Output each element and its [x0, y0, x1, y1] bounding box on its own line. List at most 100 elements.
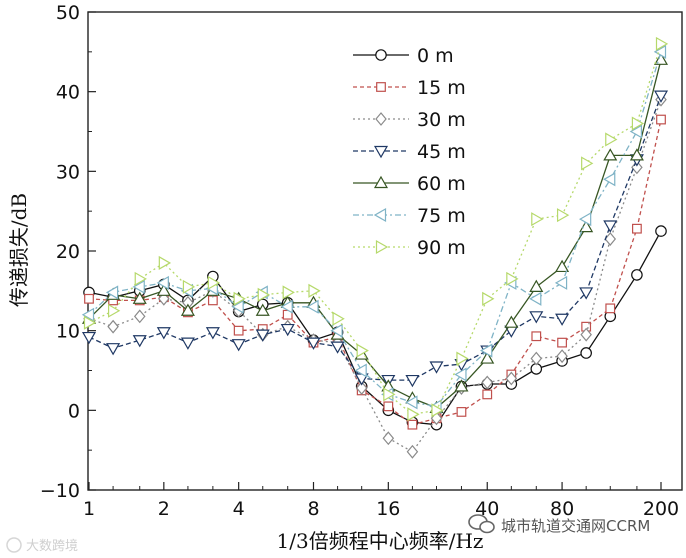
legend-marker	[375, 112, 387, 126]
data-point	[604, 232, 617, 246]
data-point	[504, 315, 519, 328]
legend-marker	[373, 145, 389, 159]
x-tick-label: 4	[233, 498, 245, 520]
data-point	[655, 36, 669, 51]
data-point	[482, 291, 495, 306]
legend-label: 0 m	[417, 45, 454, 67]
data-point	[106, 343, 121, 356]
data-point	[382, 431, 395, 446]
data-point	[156, 283, 171, 296]
data-point	[107, 303, 121, 318]
series-layer	[81, 36, 669, 459]
data-point	[556, 208, 570, 223]
series-60m	[81, 52, 669, 414]
data-point	[506, 271, 519, 286]
data-point	[83, 315, 97, 330]
legend-marker	[375, 49, 387, 61]
legend-entry: 30 m	[353, 109, 466, 131]
data-point	[531, 212, 544, 227]
legend-entry: 0 m	[353, 45, 454, 67]
y-tick-label: 40	[56, 82, 80, 104]
data-point	[280, 323, 295, 337]
data-point	[431, 403, 444, 418]
y-axis: −10 0 10 20 30 40 50	[40, 2, 96, 502]
series-90m	[83, 36, 669, 422]
data-point	[603, 148, 618, 161]
data-point	[407, 419, 418, 430]
data-point	[629, 148, 644, 161]
data-point	[257, 287, 270, 302]
legend: 0 m 15 m 30 m 45 m 60 m 75 m 90 m	[353, 45, 466, 259]
watermark-right-text: 城市轨道交通网CCRM	[501, 517, 650, 535]
data-point	[84, 293, 94, 304]
series-line	[88, 51, 662, 408]
x-tick-label: 80	[550, 498, 574, 520]
series-line	[88, 119, 662, 426]
data-point	[603, 172, 616, 187]
data-point	[156, 275, 169, 290]
data-point	[505, 371, 518, 386]
data-point	[105, 285, 119, 300]
x-tick-label: 1	[83, 498, 95, 520]
data-point	[530, 351, 543, 366]
data-point	[282, 285, 295, 300]
legend-marker	[375, 239, 389, 255]
data-point	[655, 225, 667, 237]
data-point	[180, 337, 195, 350]
data-point	[355, 381, 368, 395]
series-line	[88, 95, 662, 381]
data-point	[555, 313, 570, 326]
watermark-left-text: 大数跨境	[26, 539, 78, 554]
data-point	[578, 212, 592, 227]
data-point	[306, 337, 321, 350]
legend-label: 60 m	[417, 173, 466, 195]
data-point	[383, 387, 396, 402]
data-point	[280, 299, 293, 314]
data-point	[631, 269, 643, 281]
data-point	[579, 219, 594, 233]
series-line	[88, 230, 662, 426]
data-point	[182, 279, 196, 294]
data-point	[454, 367, 467, 382]
data-point	[356, 343, 369, 358]
data-point	[107, 319, 119, 334]
data-point	[233, 291, 246, 306]
data-point	[133, 309, 146, 324]
data-point	[81, 307, 95, 322]
data-point	[231, 299, 244, 314]
data-point	[480, 351, 495, 364]
data-point	[205, 327, 220, 340]
legend-entry: 15 m	[353, 77, 466, 99]
data-point	[383, 401, 394, 412]
data-point	[482, 389, 493, 400]
data-point	[456, 407, 467, 417]
data-point	[308, 283, 321, 298]
legend-entry: 75 m	[353, 205, 466, 227]
y-tick-label: 10	[56, 321, 80, 343]
series-30m	[83, 92, 667, 459]
data-point	[407, 407, 420, 422]
data-point	[454, 379, 469, 392]
x-axis-title: 1/3倍频程中心频率/Hz	[277, 529, 484, 553]
y-tick-label: 30	[56, 161, 80, 183]
data-point	[629, 124, 643, 139]
data-point	[231, 339, 246, 352]
legend-entry: 45 m	[353, 141, 466, 163]
series-line	[88, 59, 662, 409]
legend-entry: 60 m	[353, 173, 466, 195]
series-line	[88, 99, 662, 453]
data-point	[207, 275, 221, 290]
data-point	[132, 279, 145, 294]
data-point	[631, 116, 645, 131]
data-point	[529, 311, 544, 324]
data-point	[332, 311, 345, 326]
data-point	[580, 327, 592, 342]
data-point	[481, 375, 494, 390]
data-point	[132, 291, 147, 304]
data-point	[554, 275, 568, 290]
legend-label: 75 m	[417, 205, 466, 227]
data-point	[456, 351, 469, 366]
legend-entry: 90 m	[353, 237, 466, 259]
x-tick-label: 200	[643, 498, 679, 520]
